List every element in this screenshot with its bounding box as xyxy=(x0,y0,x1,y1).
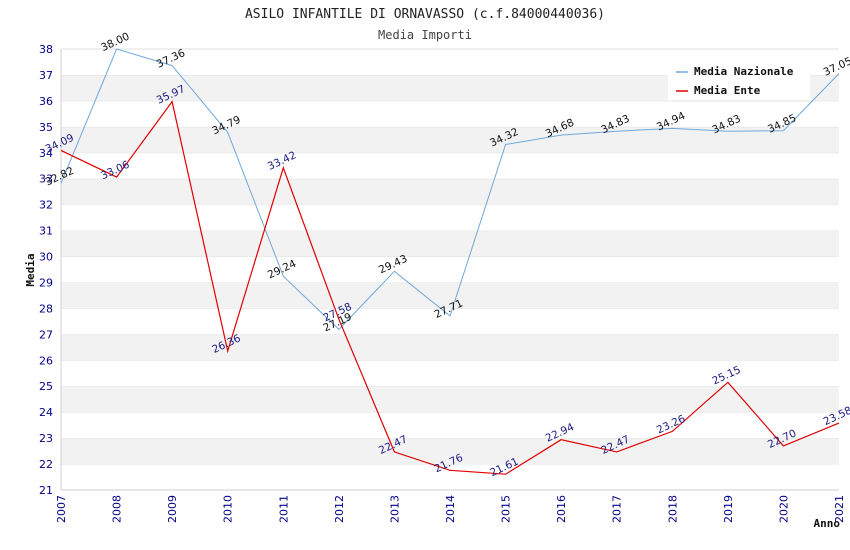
y-axis-label: Media xyxy=(24,253,37,286)
x-tick-label: 2019 xyxy=(722,495,735,523)
grid-band xyxy=(61,334,839,361)
series-line-media-nazionale xyxy=(60,48,840,331)
grid-band xyxy=(61,282,839,309)
grid-band xyxy=(61,204,839,231)
x-tick-label: 2015 xyxy=(500,495,513,523)
x-tick-label: 2010 xyxy=(222,495,235,523)
y-tick-label: 27 xyxy=(39,328,53,341)
y-tick-label: 35 xyxy=(39,121,53,134)
grid-band xyxy=(61,178,839,205)
x-tick-label: 2014 xyxy=(444,495,457,523)
y-tick-label: 31 xyxy=(39,225,53,238)
grid-band xyxy=(61,386,839,413)
x-tick-label: 2009 xyxy=(166,495,179,523)
grid-band xyxy=(61,308,839,335)
y-axis-ticks: 21 22 23 24 25 26 27 28 29 30 31 32 33 34 35 36 37 38 xyxy=(39,43,53,497)
x-tick-label: 2018 xyxy=(666,495,679,523)
y-tick-label: 28 xyxy=(39,302,53,315)
grid-band xyxy=(61,438,839,465)
y-tick-label: 34 xyxy=(39,147,53,160)
chart-title: ASILO INFANTILE DI ORNAVASSO (c.f.840004… xyxy=(245,7,605,22)
grid-band xyxy=(61,230,839,257)
x-tick-label: 2016 xyxy=(555,495,568,523)
y-tick-label: 26 xyxy=(39,354,53,367)
x-tick-label: 2021 xyxy=(833,495,846,523)
x-tick-label: 2017 xyxy=(611,495,624,523)
x-tick-label: 2011 xyxy=(277,495,290,523)
grid-band xyxy=(61,100,839,127)
y-tick-label: 33 xyxy=(39,173,53,186)
legend-label-media-ente: Media Ente xyxy=(694,84,761,97)
grid-band xyxy=(61,152,839,179)
grid-band xyxy=(61,256,839,283)
y-tick-label: 32 xyxy=(39,199,53,212)
x-axis-ticks: 2007 2008 2009 2010 2011 2012 2013 2014 2015 2016… xyxy=(55,495,846,523)
x-tick-label: 2007 xyxy=(55,495,68,523)
grid-band xyxy=(61,464,839,490)
y-tick-label: 22 xyxy=(39,458,53,471)
legend-label-media-nazionale: Media Nazionale xyxy=(694,65,794,78)
y-tick-label: 38 xyxy=(39,43,53,56)
x-tick-label: 2012 xyxy=(333,495,346,523)
grid-bands xyxy=(61,48,839,490)
grid-band xyxy=(61,360,839,387)
y-tick-label: 21 xyxy=(39,484,53,497)
y-tick-label: 29 xyxy=(39,276,53,289)
y-tick-label: 23 xyxy=(39,432,53,445)
y-tick-label: 25 xyxy=(39,380,53,393)
y-tick-label: 24 xyxy=(39,406,53,419)
y-tick-label: 30 xyxy=(39,251,53,264)
x-axis-label: Anno xyxy=(814,517,841,530)
x-tick-label: 2020 xyxy=(777,495,790,523)
grid-band xyxy=(61,126,839,153)
y-tick-label: 36 xyxy=(39,95,53,108)
series-line-media-ente xyxy=(60,100,840,475)
x-tick-label: 2013 xyxy=(388,495,401,523)
legend: Media Nazionale Media Ente xyxy=(668,62,810,100)
x-tick-label: 2008 xyxy=(111,495,124,523)
y-tick-label: 37 xyxy=(39,69,53,82)
legend-background xyxy=(668,62,810,100)
series-lines xyxy=(60,48,840,475)
grid-band xyxy=(61,412,839,439)
chart-subtitle: Media Importi xyxy=(378,28,472,42)
